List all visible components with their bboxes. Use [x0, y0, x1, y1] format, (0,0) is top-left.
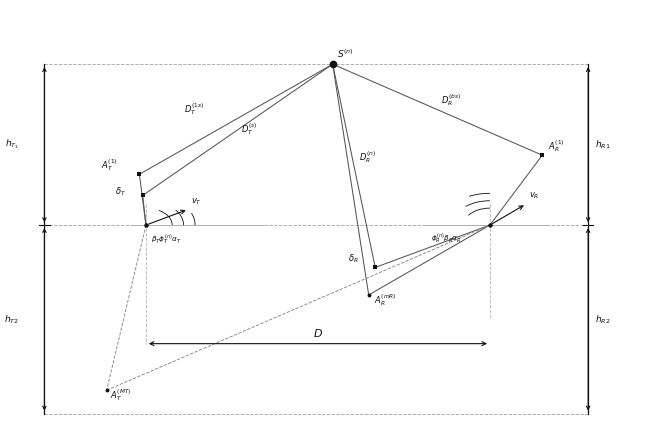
Text: $A_T^{(MT)}$: $A_T^{(MT)}$ [110, 387, 131, 403]
Text: $D_R^{(bs)}$: $D_R^{(bs)}$ [441, 92, 461, 108]
Text: $D_R^{(n)}$: $D_R^{(n)}$ [359, 149, 376, 165]
Text: $D_T^{(1s)}$: $D_T^{(1s)}$ [184, 102, 204, 117]
Text: $h_{T2}$: $h_{T2}$ [4, 313, 19, 326]
Text: $h_{R2}$: $h_{R2}$ [595, 313, 610, 326]
Text: $v_T$: $v_T$ [191, 196, 202, 207]
Text: $D_T^{(s)}$: $D_T^{(s)}$ [241, 122, 257, 137]
Text: $A_R^{(1)}$: $A_R^{(1)}$ [548, 139, 564, 154]
Text: $h_{T_1}$: $h_{T_1}$ [5, 138, 19, 151]
Text: $D$: $D$ [313, 326, 323, 338]
Text: $\phi_R^{(n)}\beta_R\alpha_R$: $\phi_R^{(n)}\beta_R\alpha_R$ [431, 232, 461, 246]
Text: $\beta_T\phi_T^{(n)}\alpha_T$: $\beta_T\phi_T^{(n)}\alpha_T$ [151, 233, 182, 247]
Text: $A_T^{(1)}$: $A_T^{(1)}$ [101, 158, 118, 173]
Text: $h_{R1}$: $h_{R1}$ [595, 139, 611, 151]
Text: $\delta_R$: $\delta_R$ [347, 253, 359, 265]
Text: $S^{(n)}$: $S^{(n)}$ [337, 48, 353, 60]
Text: $\delta_T$: $\delta_T$ [115, 185, 126, 198]
Text: $v_R$: $v_R$ [529, 191, 540, 201]
Text: $A_R^{(mR)}$: $A_R^{(mR)}$ [374, 292, 396, 308]
